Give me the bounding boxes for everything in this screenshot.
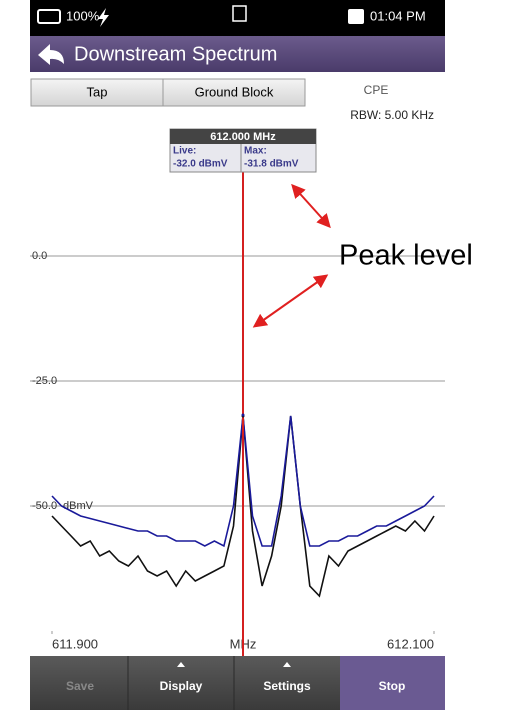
tab-label: Tap (87, 84, 108, 99)
tab-label: Ground Block (195, 84, 274, 99)
x-tick-label: 611.900 (52, 636, 98, 651)
y-tick-label: -50.0 (32, 500, 57, 512)
arrow (252, 274, 329, 328)
x-tick-label: 612.100 (387, 636, 434, 651)
clock: 01:04 PM (370, 8, 426, 23)
battery-icon (37, 9, 61, 24)
marker-point (241, 413, 245, 417)
marker-series-name: Live: (173, 146, 196, 157)
marker-box-header (170, 129, 316, 144)
stop-button[interactable] (340, 656, 445, 710)
back-button[interactable] (38, 44, 64, 65)
menu-arrow (177, 662, 185, 667)
y-tick-label: -25.0 (32, 375, 57, 387)
marker-series-name: Max: (244, 146, 267, 157)
menu-arrow (283, 662, 291, 667)
marker-frequency: 612.000 MHz (210, 131, 276, 143)
arrow (291, 183, 331, 229)
tab[interactable] (162, 78, 306, 107)
y-unit: dBmV (63, 500, 94, 512)
screen-title: Downstream Spectrum (74, 43, 277, 65)
toolbar-button[interactable]: Stop (379, 679, 406, 693)
rbw: RBW: 5.00 KHz (350, 108, 434, 122)
toolbar-button[interactable]: Settings (263, 679, 311, 693)
toolbar-button[interactable]: Display (160, 679, 203, 693)
battery-level: 100% (66, 8, 100, 23)
annotation: Peak level (339, 240, 473, 272)
marker-value: -32.0 dBmV (173, 159, 228, 170)
usb-icon (232, 5, 247, 22)
spectrum-chart: 0.0-25.0-50.0dBmV611.900612.100MHz612.00… (30, 128, 445, 656)
tab-label[interactable]: CPE (364, 83, 389, 97)
marker-value: -31.8 dBmV (244, 159, 299, 170)
toolbar-button[interactable]: Save (66, 679, 94, 693)
header (30, 36, 445, 72)
y-tick-label: 0.0 (32, 250, 47, 262)
network-icon (348, 9, 364, 24)
charging-icon (98, 8, 109, 27)
